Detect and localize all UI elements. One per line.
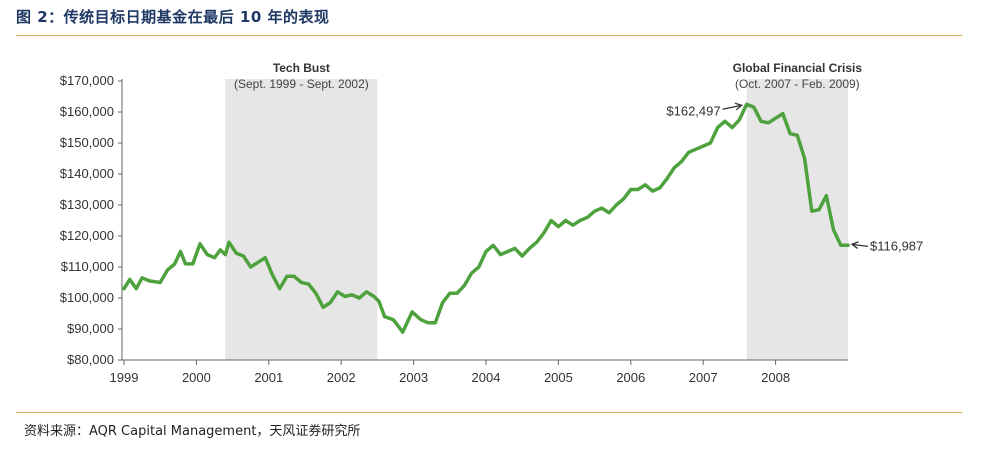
y-tick-label: $120,000 (60, 228, 114, 243)
arrow-head (734, 102, 743, 111)
shaded-regions (225, 79, 848, 360)
x-tick-label: 2001 (254, 370, 283, 385)
y-tick-label: $110,000 (61, 259, 114, 274)
arrow-shaft (722, 104, 742, 110)
x-tick-label: 2002 (327, 370, 356, 385)
series-layer (122, 102, 850, 334)
end-value-label: $116,987 (870, 238, 923, 253)
bottom-rule (16, 412, 962, 413)
top-rule (16, 35, 962, 36)
x-tick-label: 2003 (399, 370, 428, 385)
axes: $80,000 $90,000 $100,000 $110,000 $120,000 $1… (60, 73, 848, 385)
region-title-1: Global Financial Crisis (733, 61, 863, 75)
y-tick-label: $140,000 (60, 166, 114, 181)
x-tick-label: 2008 (761, 370, 790, 385)
region-subtitle-0: (Sept. 1999 - Sept. 2002) (234, 77, 369, 91)
x-tick-label: 2004 (472, 370, 501, 385)
y-tick-label: $160,000 (60, 104, 114, 119)
figure-title: 图 2：传统目标日期基金在最后 10 年的表现 (16, 8, 330, 26)
performance-line-chart: $80,000 $90,000 $100,000 $110,000 $120,000 $1… (60, 61, 924, 385)
source-note: 资料来源：AQR Capital Management，天风证券研究所 (24, 424, 361, 439)
y-tick-label: $150,000 (60, 135, 114, 150)
arrow-shaft (851, 243, 869, 247)
region-title-0: Tech Bust (273, 61, 330, 75)
arrow-head (850, 241, 859, 249)
x-tick-label: 2007 (689, 370, 718, 385)
peak-value-label: $162,497 (666, 103, 720, 118)
annotations: Tech Bust (Sept. 1999 - Sept. 2002) Global… (234, 61, 923, 253)
x-tick-label: 2005 (544, 370, 573, 385)
y-tick-label: $90,000 (67, 321, 114, 336)
x-tick-label: 1999 (110, 370, 139, 385)
y-tick-label: $130,000 (60, 197, 114, 212)
y-tick-label: $80,000 (67, 352, 114, 367)
x-tick-label: 2006 (616, 370, 645, 385)
shaded-region-0 (225, 79, 378, 360)
region-subtitle-1: (Oct. 2007 - Feb. 2009) (735, 77, 860, 91)
series-line-0 (122, 102, 850, 334)
x-tick-label: 2000 (182, 370, 211, 385)
y-tick-label: $170,000 (60, 73, 114, 88)
figure-header: 图 2：传统目标日期基金在最后 10 年的表现 (16, 6, 961, 34)
y-tick-label: $100,000 (60, 290, 114, 305)
